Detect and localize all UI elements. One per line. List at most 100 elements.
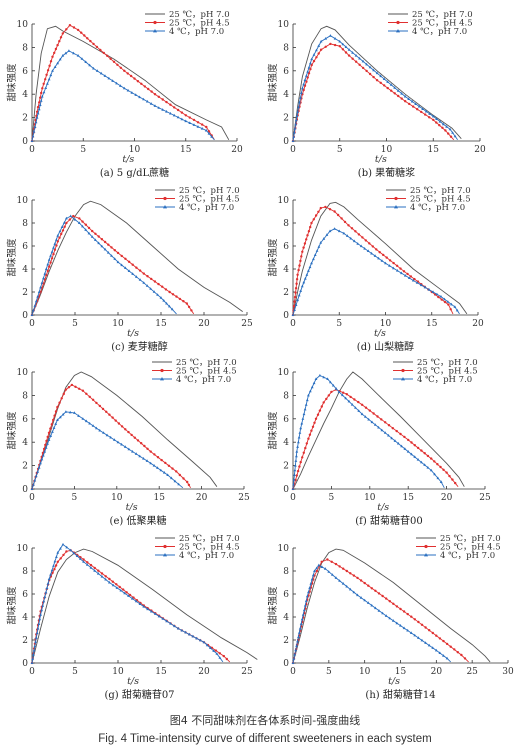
data-point: [196, 125, 200, 128]
x-tick-label: 0: [29, 319, 35, 329]
data-point: [420, 460, 423, 464]
data-point: [46, 269, 49, 273]
data-point: [302, 82, 306, 86]
data-point: [55, 238, 58, 241]
data-point: [84, 223, 88, 226]
data-point: [293, 652, 297, 656]
data-point: [390, 436, 394, 440]
data-point: [130, 91, 134, 94]
data-point: [59, 547, 62, 550]
data-point: [95, 426, 98, 430]
data-point: [67, 49, 71, 52]
y-tick-label: 6: [22, 415, 28, 425]
data-point: [160, 458, 163, 462]
data-point: [190, 309, 193, 312]
data-point: [93, 569, 97, 572]
data-point: [184, 119, 188, 123]
data-point: [91, 229, 94, 233]
y-axis-label: 甜味强度: [6, 238, 18, 277]
data-point: [309, 582, 313, 585]
data-point: [123, 591, 127, 595]
data-point: [336, 213, 340, 217]
data-point: [60, 397, 63, 400]
data-point: [195, 636, 198, 640]
data-point: [42, 599, 46, 603]
x-tick-label: 0: [29, 667, 35, 677]
data-point: [309, 225, 312, 229]
legend-label: 25 ℃，pH 7.0: [410, 186, 471, 196]
data-point: [51, 69, 54, 72]
data-point: [368, 242, 371, 245]
data-point: [372, 412, 375, 415]
data-point: [416, 458, 420, 461]
legend-marker: [396, 29, 400, 33]
y-tick-label: 0: [22, 659, 28, 669]
data-point: [44, 446, 48, 449]
data-point: [140, 82, 143, 86]
data-point: [107, 76, 111, 80]
data-point: [172, 113, 176, 117]
data-point: [324, 45, 327, 48]
data-point: [427, 288, 431, 291]
data-point: [391, 619, 395, 622]
data-point: [218, 656, 222, 659]
y-tick-label: 10: [17, 196, 29, 206]
series-line: [31, 200, 243, 316]
x-axis-label: t/s: [377, 502, 389, 513]
data-point: [102, 431, 105, 434]
data-point: [374, 589, 377, 592]
x-tick-label: 5: [337, 145, 343, 155]
data-point: [146, 607, 149, 611]
data-point: [384, 261, 387, 265]
data-point: [138, 454, 142, 458]
data-point: [316, 413, 320, 416]
data-point: [445, 642, 449, 646]
data-point: [417, 636, 420, 639]
data-point: [184, 630, 187, 634]
data-point: [210, 135, 214, 138]
data-point: [120, 442, 123, 446]
data-point: [192, 118, 196, 122]
data-point: [157, 106, 161, 109]
data-point: [49, 261, 52, 264]
series-line: [31, 411, 184, 490]
data-point: [84, 228, 88, 231]
data-point: [162, 299, 166, 302]
data-point: [177, 482, 181, 486]
data-point: [409, 631, 413, 634]
x-tick-label: 0: [290, 145, 296, 155]
data-point: [354, 230, 357, 233]
data-point: [312, 59, 316, 63]
data-point: [463, 657, 467, 660]
data-point: [95, 69, 99, 72]
y-tick-label: 6: [22, 67, 28, 77]
data-point: [149, 461, 153, 465]
data-point: [352, 239, 356, 243]
data-point: [420, 110, 423, 114]
data-point: [414, 102, 418, 105]
series-line: [292, 564, 452, 664]
data-point: [119, 84, 122, 87]
data-point: [162, 471, 166, 474]
data-point: [100, 575, 104, 578]
data-point: [46, 442, 49, 445]
data-point: [98, 428, 102, 432]
data-point: [442, 468, 445, 471]
data-point: [32, 653, 35, 656]
data-point: [413, 277, 416, 281]
data-point: [370, 251, 373, 255]
x-tick-label: 0: [29, 145, 35, 155]
data-point: [370, 587, 373, 590]
data-point: [439, 295, 443, 298]
data-point: [207, 132, 211, 135]
data-point: [386, 86, 389, 90]
data-point: [99, 71, 103, 75]
y-tick-label: 10: [278, 544, 290, 554]
data-point: [295, 450, 299, 453]
data-point: [438, 124, 441, 127]
legend-marker: [424, 553, 428, 557]
data-point: [114, 419, 117, 422]
data-point: [209, 646, 212, 649]
data-point: [39, 613, 42, 616]
